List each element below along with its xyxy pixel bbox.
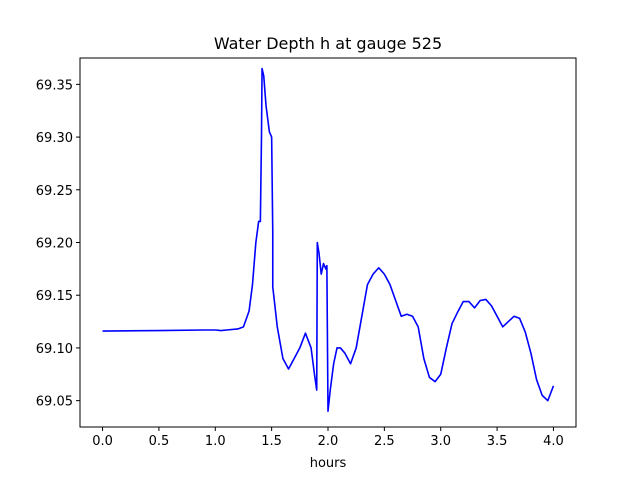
x-tick-label: 0.5 (149, 434, 170, 449)
y-tick-label: 69.25 (36, 184, 73, 199)
chart-title: Water Depth h at gauge 525 (214, 34, 442, 53)
x-tick-label: 4.0 (543, 434, 564, 449)
x-tick-label: 2.0 (318, 434, 339, 449)
series-line-0 (102, 67, 555, 412)
x-tick-label: 0.0 (92, 434, 113, 449)
x-axis-label: hours (310, 456, 347, 471)
y-tick-label: 69.20 (36, 237, 73, 252)
plot-area (102, 67, 555, 412)
x-tick-label: 2.5 (374, 434, 395, 449)
y-tick-label: 69.15 (36, 289, 73, 304)
x-tick-label: 3.5 (487, 434, 508, 449)
x-tick-label: 3.0 (430, 434, 451, 449)
y-tick-label: 69.30 (36, 131, 73, 146)
y-axis-ticks: 69.05 69.10 69.15 69.20 69.25 69.30 69.35 (36, 78, 80, 410)
x-tick-label: 1.0 (205, 434, 226, 449)
x-tick-label: 1.5 (261, 434, 282, 449)
x-axis-ticks: 0.0 0.5 1.0 1.5 2.0 2.5 3.0 3.5 4.0 (92, 427, 564, 449)
y-tick-label: 69.05 (36, 395, 73, 410)
y-tick-label: 69.10 (36, 342, 73, 357)
y-tick-label: 69.35 (36, 78, 73, 93)
